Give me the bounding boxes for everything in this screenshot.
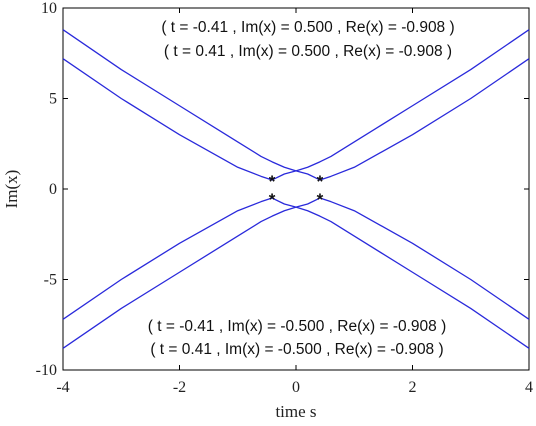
annotation-lower-1: ( t = -0.41 , Im(x) = -0.500 , Re(x) = -…: [148, 318, 446, 335]
x-tick-label: 0: [292, 379, 300, 396]
axis-tick-labels: -4 -2 0 2 4 -10 -5 0 5 10: [36, 0, 533, 396]
annotation-upper-1: ( t = -0.41 , Im(x) = 0.500 , Re(x) = -0…: [161, 19, 454, 36]
axis-ticks: [62, 7, 530, 371]
series-line-4: [62, 197, 530, 349]
point-marker: *: [317, 190, 324, 209]
point-marker: *: [317, 172, 324, 191]
x-tick-label: -4: [56, 379, 69, 396]
y-tick-label: -10: [36, 362, 57, 379]
series-lines: [62, 29, 530, 349]
plot-area: [62, 7, 530, 371]
point-marker: *: [269, 190, 276, 209]
x-tick-label: 4: [525, 379, 533, 396]
x-tick-label: -2: [173, 379, 186, 396]
x-tick-label: 2: [409, 379, 417, 396]
y-tick-label: -5: [44, 272, 57, 289]
series-line-2: [62, 29, 530, 181]
annotation-lower-2: ( t = 0.41 , Im(x) = -0.500 , Re(x) = -0…: [150, 341, 443, 358]
y-tick-label: 10: [41, 0, 57, 17]
x-axis-title: time s: [275, 402, 316, 421]
point-marker: *: [269, 172, 276, 191]
y-tick-label: 5: [49, 91, 57, 108]
y-axis-title: Im(x): [2, 170, 21, 209]
point-markers: * ** *: [269, 172, 324, 209]
annotation-upper-2: ( t = 0.41 , Im(x) = 0.500 , Re(x) = -0.…: [164, 43, 452, 60]
y-tick-label: 0: [49, 181, 57, 198]
